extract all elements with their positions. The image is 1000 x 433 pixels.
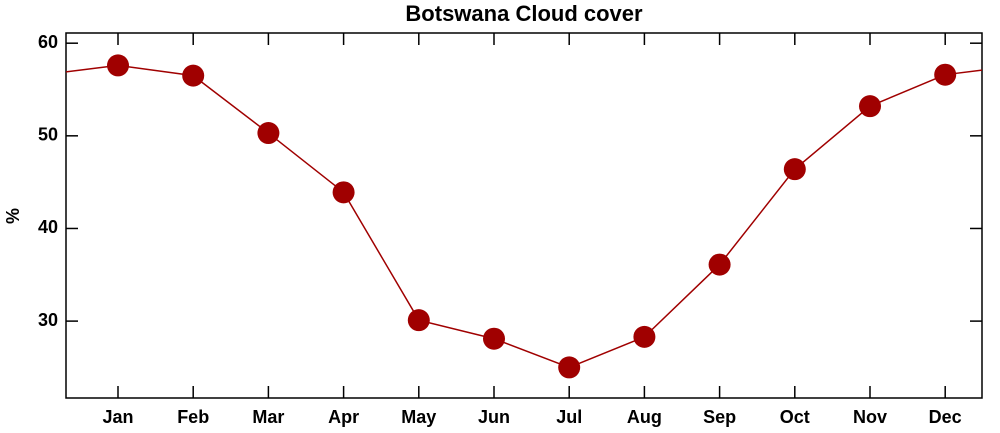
y-axis-label: %: [3, 208, 23, 224]
data-point: [558, 356, 581, 379]
x-tick-label: Apr: [328, 407, 359, 427]
x-tick-label: Oct: [780, 407, 810, 427]
x-tick-label: Mar: [252, 407, 284, 427]
x-tick-label: Feb: [177, 407, 209, 427]
wrap-segment: [945, 69, 982, 76]
data-point: [107, 54, 129, 77]
x-tick-label: Sep: [703, 407, 736, 427]
data-point: [483, 327, 505, 350]
chart-title: Botswana Cloud cover: [405, 1, 643, 26]
data-point: [407, 309, 430, 332]
x-tick-label: May: [401, 407, 436, 427]
data-point: [633, 325, 656, 348]
data-point: [859, 95, 881, 118]
x-tick-label: Jan: [102, 407, 133, 427]
x-tick-label: Aug: [627, 407, 662, 427]
data-point: [332, 181, 355, 204]
y-tick-label: 30: [38, 310, 58, 330]
data-point: [708, 253, 731, 276]
data-point: [257, 122, 280, 145]
x-tick-label: Dec: [929, 407, 962, 427]
x-tick-label: Jun: [478, 407, 510, 427]
wrap-segment: [66, 64, 119, 73]
x-tick-label: Jul: [556, 407, 582, 427]
data-point: [182, 64, 205, 87]
y-tick-label: 40: [38, 217, 58, 237]
series-line: [117, 64, 946, 369]
y-tick-label: 50: [38, 125, 58, 145]
y-tick-label: 60: [38, 32, 58, 52]
x-tick-label: Nov: [853, 407, 887, 427]
wrap-lines: [66, 64, 982, 76]
data-point: [934, 63, 957, 86]
data-point: [783, 158, 806, 181]
plot-frame: [65, 32, 983, 399]
